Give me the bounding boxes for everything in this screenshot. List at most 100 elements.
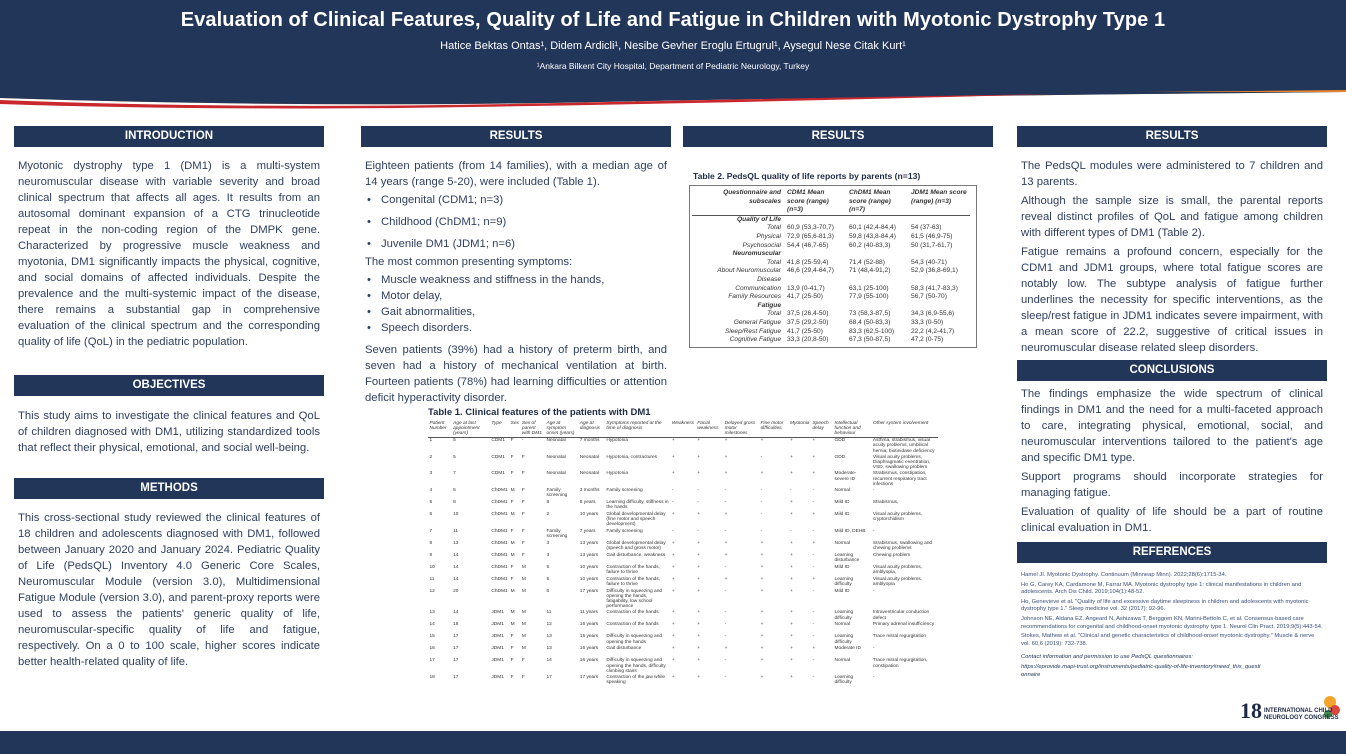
- contact-link[interactable]: https://eprovide.mapi-trust.org/instrume…: [1021, 663, 1261, 678]
- table1-cell: +: [671, 438, 675, 444]
- table1-cell: +: [724, 438, 728, 444]
- table1-cell: 8 years: [579, 499, 596, 505]
- table1-cell: CDM1: [491, 438, 505, 444]
- table1-cell: 5: [429, 499, 433, 505]
- table1-cell: 11: [546, 610, 552, 616]
- table2-header-cell: JDM1 Mean score (range) (n=3): [908, 189, 970, 216]
- table1-cell: +: [671, 454, 675, 460]
- table2-cell: 67,3 (50-87,5): [849, 336, 891, 344]
- table1-cell: -: [812, 610, 815, 616]
- table1-cell: Neonatal: [579, 454, 599, 460]
- table1-cell: 11: [429, 576, 435, 582]
- table1-cell: +: [671, 552, 675, 558]
- table1-cell: Contraction of the hands: [606, 610, 659, 616]
- table1-cell: -: [760, 528, 763, 534]
- conclusions-text: The findings emphasize the wide spectrum…: [1017, 386, 1327, 536]
- table1-cell: 13: [546, 634, 552, 640]
- table1-title: Table 1. Clinical features of the patien…: [428, 407, 651, 418]
- table1-row: 1 5 CDM1 F - Neonatal 7 months Hypotonia + + + + + + G…: [428, 437, 938, 454]
- table1-row: 9 14 ChDM1 M F 3 13 years Gait disturbance, wea…: [428, 552, 938, 564]
- table1-cell: F: [521, 471, 525, 477]
- table1-cell: Gait disturbance, weakness: [606, 552, 666, 558]
- table1-cell: 14: [453, 552, 459, 558]
- table1-cell: Visual acuity problems, amblyopia: [872, 576, 923, 587]
- table1-cell: +: [724, 540, 728, 546]
- table1-cell: JDM1: [491, 610, 504, 616]
- table1-cell: +: [760, 674, 764, 680]
- table1-cell: 7: [429, 528, 433, 534]
- table1-cell: +: [697, 564, 701, 570]
- reference-item: Stokes, Mathew et al. "Clinical and gene…: [1021, 633, 1315, 647]
- table1-cell: 13 years: [579, 540, 599, 546]
- table1-cell: Contraction of the hands, failure to thr…: [606, 564, 661, 575]
- table1-cell: GDD: [834, 438, 846, 444]
- results-text-block: Eighteen patients (from 14 families), wi…: [361, 158, 671, 406]
- table1-cell: -: [812, 552, 815, 558]
- table1-cell: -: [872, 528, 875, 534]
- table2-row: Fatigue: [692, 302, 970, 311]
- logo-line2: NEUROLOGY CONGRESS: [1264, 715, 1339, 721]
- table2-row: Family Resources 41,7 (25-50) 77,9 (55-100…: [692, 293, 970, 302]
- table2-row-label: Physical: [756, 232, 781, 240]
- table1-header-cell: Weakness: [670, 420, 696, 438]
- table1-cell: Moderate ID: [834, 646, 861, 652]
- table1-header-cell: Myotonia: [788, 420, 811, 438]
- table1-cell: Trace mitral regurgitation: [872, 634, 927, 640]
- table1-cell: 17: [453, 646, 459, 652]
- table1-cell: +: [724, 576, 728, 582]
- table2-cell: 46,6 (29,4-64,7): [787, 267, 834, 275]
- table1-cell: -: [872, 674, 875, 680]
- table1-cell: +: [760, 540, 764, 546]
- table1-cell: +: [697, 622, 701, 628]
- introduction-heading: INTRODUCTION: [14, 126, 324, 147]
- table1-cell: 6: [546, 588, 550, 594]
- table1-cell: Difficulty in squeezing and opening the …: [606, 588, 663, 610]
- table1-cell: F: [510, 438, 514, 444]
- table1-cell: +: [697, 674, 701, 680]
- table1-cell: +: [697, 454, 701, 460]
- table1-cell: JDM1: [491, 646, 504, 652]
- table1-cell: +: [671, 622, 675, 628]
- results-heading-1: RESULTS: [361, 126, 671, 147]
- table2-row: General Fatigue 37,5 (29,2-50) 68,4 (50-83…: [692, 319, 970, 328]
- table2-cell: 54,4 (46,7-65): [787, 241, 829, 249]
- table1-cell: 5: [453, 487, 456, 493]
- table2-row: About Neuromuscular Disease 46,6 (29,4-64…: [692, 267, 970, 284]
- table1-cell: Family screening: [546, 528, 568, 539]
- table2-cell: [784, 250, 846, 259]
- table1-cell: -: [697, 499, 699, 505]
- table2-row: Physical 72,9 (65,6-81,3) 59,8 (43,8-84,4)…: [692, 233, 970, 242]
- table1-cell: 10 years: [579, 576, 599, 582]
- table2-row-label: Quality of Life: [737, 215, 781, 223]
- table1-header-cell: Type: [489, 420, 510, 438]
- results-closing: Seven patients (39%) had a history of pr…: [365, 344, 667, 404]
- table1-cell: +: [697, 658, 701, 664]
- table1-cell: 5: [453, 438, 456, 444]
- table1-cell: JDM1: [491, 634, 504, 640]
- table1-cell: +: [789, 622, 793, 628]
- table1-cell: ChDM1: [491, 540, 508, 546]
- table1-cell: -: [789, 487, 792, 493]
- table2-row-label: Fatigue: [757, 301, 781, 309]
- table1-cell: -: [671, 528, 674, 534]
- table1-cell: 7 months: [579, 438, 600, 444]
- table1-cell: Global developmental delay (fine motor a…: [606, 511, 666, 528]
- table1-cell: +: [697, 646, 701, 652]
- table1-cell: F: [510, 471, 514, 477]
- table1-cell: 6: [429, 511, 433, 517]
- table1-cell: +: [812, 471, 816, 477]
- table1-cell: +: [724, 646, 728, 652]
- table1-row: 5 8 ChDM1 F F 8 8 years Learning difficulty, st…: [428, 499, 938, 511]
- table1-cell: -: [697, 528, 699, 534]
- table1-cell: Visual acuity problems, Diaphragmatic ev…: [872, 454, 931, 471]
- table2-cell: 71 (48,4-91,2): [849, 267, 891, 275]
- poster-authors: Hatice Bektas Ontas¹, Didem Ardicli¹, Ne…: [440, 40, 906, 52]
- table1-cell: Trace mitral regurgitation, constipation: [872, 658, 928, 669]
- table1-cell: M: [510, 511, 515, 517]
- table1-cell: M: [521, 610, 526, 616]
- table1-cell: F: [510, 576, 514, 582]
- objectives-text: This study aims to investigate the clini…: [18, 410, 320, 454]
- table1-cell: +: [760, 622, 764, 628]
- table1-cell: Visual acuity problems, cryptorchidism: [872, 511, 923, 523]
- table1-cell: 2: [546, 511, 550, 517]
